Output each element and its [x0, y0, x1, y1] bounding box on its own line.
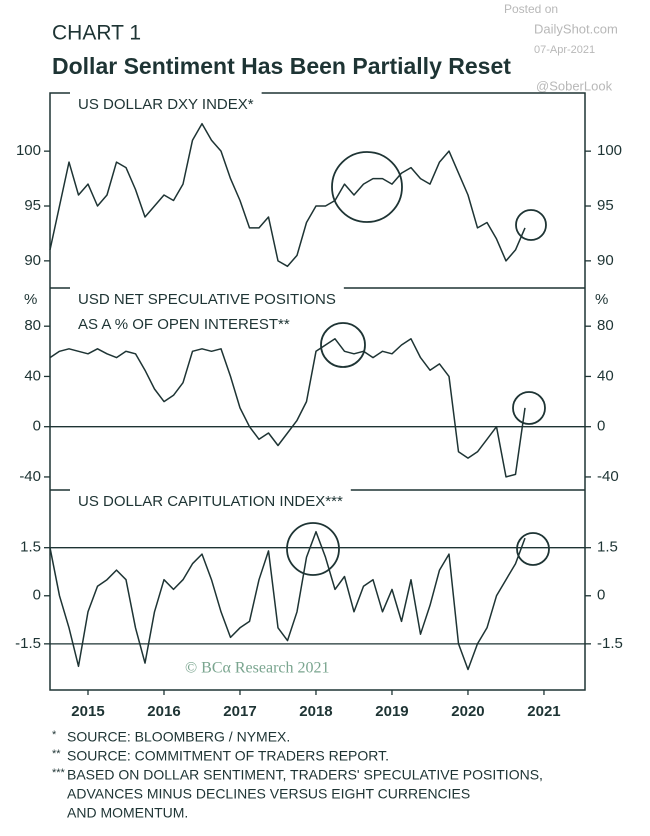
title-backing — [70, 87, 262, 101]
y-tick-label: 80 — [24, 317, 41, 334]
x-tick-label: 2019 — [375, 703, 408, 720]
series-line — [49, 338, 526, 478]
y2-unit: % — [595, 291, 608, 308]
y2-tick-label: 90 — [597, 252, 614, 269]
footnote: AND MOMENTUM. — [67, 805, 188, 821]
y2-tick-label: -1.5 — [597, 635, 623, 652]
y2-tick-label: 0 — [597, 418, 605, 435]
watermark: @SoberLook — [536, 78, 613, 93]
highlight-circle — [320, 322, 366, 368]
footnote: BASED ON DOLLAR SENTIMENT, TRADERS' SPEC… — [67, 767, 543, 783]
x-tick-label: 2015 — [71, 703, 104, 720]
x-tick-label: 2018 — [299, 703, 332, 720]
panel-title: US DOLLAR CAPITULATION INDEX*** — [78, 493, 343, 510]
watermark: DailyShot.com — [534, 21, 618, 36]
y2-tick-label: 95 — [597, 197, 614, 214]
panel-title: AS A % OF OPEN INTEREST** — [78, 316, 290, 333]
y-tick-label: -1.5 — [15, 635, 41, 652]
watermark: 07-Apr-2021 — [534, 44, 595, 56]
series-line — [49, 122, 526, 268]
panel-title: US DOLLAR DXY INDEX* — [78, 96, 254, 113]
y2-tick-label: 1.5 — [597, 539, 618, 556]
y-tick-label: 95 — [24, 197, 41, 214]
x-tick-label: 2017 — [223, 703, 256, 720]
kicker: CHART 1 — [52, 22, 141, 45]
chart-title: Dollar Sentiment Has Been Partially Rese… — [52, 53, 511, 79]
y-unit: % — [24, 291, 37, 308]
footnote: SOURCE: COMMITMENT OF TRADERS REPORT. — [67, 748, 389, 764]
x-tick-label: 2020 — [451, 703, 484, 720]
series-line — [49, 530, 526, 671]
y2-tick-label: -40 — [597, 468, 619, 485]
y2-tick-label: 0 — [597, 587, 605, 604]
title-backing — [70, 282, 344, 296]
y-tick-label: 90 — [24, 252, 41, 269]
y2-tick-label: 100 — [597, 142, 622, 159]
x-tick-label: 2021 — [527, 703, 560, 720]
plot-frame — [49, 92, 586, 691]
note-marker: ** — [52, 748, 61, 760]
note-marker: * — [52, 729, 57, 741]
y-tick-label: 0 — [33, 587, 41, 604]
x-tick-label: 2016 — [147, 703, 180, 720]
highlight-circle — [331, 151, 403, 223]
panel-title: USD NET SPECULATIVE POSITIONS — [78, 291, 336, 308]
copyright: © BCα Research 2021 — [185, 660, 330, 677]
footnote: ADVANCES MINUS DECLINES VERSUS EIGHT CUR… — [67, 786, 470, 802]
y2-tick-label: 40 — [597, 367, 614, 384]
y-tick-label: -40 — [19, 468, 41, 485]
y-tick-label: 40 — [24, 367, 41, 384]
note-marker: *** — [52, 767, 66, 779]
watermark: Posted on — [504, 2, 558, 16]
title-backing — [70, 484, 351, 498]
highlight-circle — [516, 532, 550, 566]
annotation-circles — [286, 151, 550, 576]
highlight-circle — [515, 209, 547, 241]
highlight-circle — [512, 391, 546, 425]
y2-tick-label: 80 — [597, 317, 614, 334]
y-tick-label: 100 — [16, 142, 41, 159]
y-tick-label: 1.5 — [20, 539, 41, 556]
footnote: SOURCE: BLOOMBERG / NYMEX. — [67, 729, 290, 745]
y-tick-label: 0 — [33, 418, 41, 435]
highlight-circle — [286, 522, 340, 576]
